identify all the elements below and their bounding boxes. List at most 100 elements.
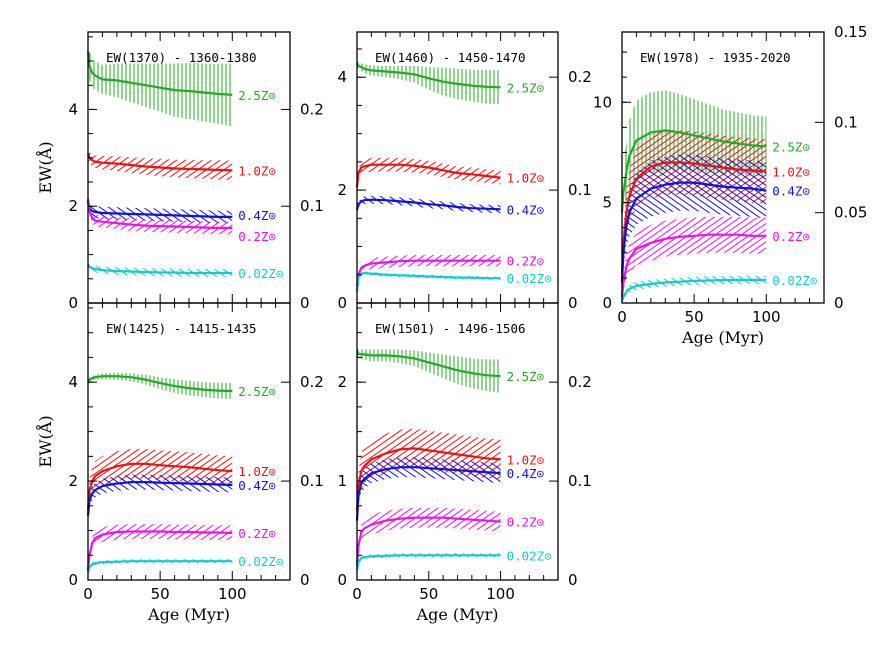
panel-ew1425: 2.5Z⊙ 1.0Z⊙0.4Z⊙ 0.2Z⊙ 0.02Z⊙ EW(1425) - 141… xyxy=(35,302,324,624)
p1460-title: EW(1460) - 1450-1470 xyxy=(375,50,526,65)
p1501-ytick-label-2: 2 xyxy=(337,373,347,391)
p1978-label-0-2z: 0.2Z⊙ xyxy=(772,229,810,244)
p1370-ytick-label-1: 2 xyxy=(68,197,78,215)
p1425-xtick-label-1: 50 xyxy=(151,585,170,603)
p1978-rtick-label-1: 0.05 xyxy=(834,204,867,222)
p1370-rtick-label-2: 0.2 xyxy=(300,100,324,118)
p1370-band-1-0z xyxy=(88,148,233,181)
p1425-band-0-02z xyxy=(88,559,233,574)
p1501-line-2-5z xyxy=(356,351,501,378)
p1425-rtick-label-1: 0.1 xyxy=(300,472,324,490)
p1460-rtick-label-2: 0.2 xyxy=(568,68,592,86)
p1460-line-1-0z xyxy=(355,163,501,188)
p1460-rtick-label-1: 0.1 xyxy=(568,181,592,199)
p1460-label-0-4z: 0.4Z⊙ xyxy=(507,202,545,217)
p1425-line-0-4z xyxy=(86,481,233,516)
p1425-line-0-2z xyxy=(86,530,233,571)
p1370-rtick-label-0: 0 xyxy=(300,294,310,312)
p1501-xtick-label-1: 50 xyxy=(419,585,438,603)
p1460-line-0-4z xyxy=(355,198,501,211)
p1501-ytick-label-0: 0 xyxy=(337,571,347,589)
p1501-xtick-label-2: 100 xyxy=(486,585,515,603)
p1425-label-0-02z: 0.02Z⊙ xyxy=(238,554,283,569)
p1425-line-1-0z xyxy=(86,462,233,511)
p1501-label-0-4z: 0.4Z⊙ xyxy=(507,466,545,481)
p1370-label-2-5z: 2.5Z⊙ xyxy=(238,88,276,103)
p1978-line-0-4z xyxy=(620,181,767,283)
p1978-line-1-0z xyxy=(620,161,767,273)
p1425-ytick-label-2: 4 xyxy=(68,373,78,391)
p1370-label-0-02z: 0.02Z⊙ xyxy=(238,266,283,281)
p1425-line-0-02z xyxy=(86,560,233,573)
p1370-line-1-0z xyxy=(86,152,233,172)
p1501-rtick-label-2: 0.2 xyxy=(568,373,592,391)
p1425-xtick-label-2: 100 xyxy=(218,585,247,603)
p1425-ylabel: EW(Å) xyxy=(35,415,55,467)
p1501-line-0-2z xyxy=(355,516,501,566)
p1978-xtick-label-0: 0 xyxy=(617,308,627,326)
p1978-line-2-5z xyxy=(620,129,767,213)
p1978-ytick-label-0: 0 xyxy=(602,294,612,312)
p1370-line-0-2z xyxy=(86,198,233,230)
p1978-line-0-02z xyxy=(620,278,767,302)
p1501-label-0-02z: 0.02Z⊙ xyxy=(507,548,552,563)
p1425-band-0-2z xyxy=(88,524,233,573)
p1425-line-2-5z xyxy=(87,375,233,393)
p1460-line-2-5z xyxy=(356,62,501,89)
p1501-ytick-label-1: 1 xyxy=(337,472,347,490)
p1978-title: EW(1978) - 1935-2020 xyxy=(640,50,791,65)
p1425-label-2-5z: 2.5Z⊙ xyxy=(238,384,276,399)
p1501-label-0-2z: 0.2Z⊙ xyxy=(507,515,545,530)
p1370-ytick-label-2: 4 xyxy=(68,100,78,118)
p1978-label-2-5z: 2.5Z⊙ xyxy=(772,139,810,154)
p1460-line-0-2z xyxy=(355,259,501,287)
p1978-rtick-label-3: 0.15 xyxy=(834,23,867,41)
panel-ew1370: 2.5Z⊙ 1.0Z⊙ 0.4Z⊙ 0.2Z⊙ 0.02Z⊙ EW(1370) - 136… xyxy=(35,31,324,312)
p1425-rtick-label-2: 0.2 xyxy=(300,373,324,391)
p1978-xlabel: Age (Myr) xyxy=(681,328,764,347)
p1978-label-1-0z: 1.0Z⊙ xyxy=(772,165,810,180)
p1978-rtick-label-2: 0.1 xyxy=(834,113,858,131)
p1501-line-0-4z xyxy=(355,466,501,521)
p1978-ytick-label-2: 10 xyxy=(593,93,612,111)
p1501-band-2-5z xyxy=(357,349,501,393)
p1501-xtick-label-0: 0 xyxy=(352,585,362,603)
p1370-label-0-4z: 0.4Z⊙ xyxy=(238,208,276,223)
p1501-band-0-2z xyxy=(357,507,501,569)
p1460-label-1-0z: 1.0Z⊙ xyxy=(507,171,545,186)
p1370-title: EW(1370) - 1360-1380 xyxy=(106,50,257,65)
p1370-line-2-5z xyxy=(86,51,233,96)
p1370-ytick-label-0: 0 xyxy=(68,294,78,312)
p1978-xtick-label-1: 50 xyxy=(685,308,704,326)
p1460-band-2-5z xyxy=(357,60,501,105)
panel-ew1501: 2.5Z⊙ 1.0Z⊙0.4Z⊙ 0.2Z⊙ 0.02Z⊙ EW(1501) - 149… xyxy=(337,302,592,624)
p1425-label-0-4z: 0.4Z⊙ xyxy=(238,478,276,493)
p1370-line-0-02z xyxy=(87,263,233,275)
p1370-line-0-4z xyxy=(86,201,233,218)
p1978-line-0-2z xyxy=(620,233,767,298)
p1978-label-0-4z: 0.4Z⊙ xyxy=(772,184,810,199)
p1370-label-1-0z: 1.0Z⊙ xyxy=(238,163,276,178)
p1425-ytick-label-1: 2 xyxy=(68,472,78,490)
p1460-ytick-label-1: 2 xyxy=(337,181,347,199)
p1501-line-0-02z xyxy=(355,554,501,571)
panel-ew1460: 2.5Z⊙ 1.0Z⊙ 0.4Z⊙ 0.2Z⊙ 0.02Z⊙ EW(1460) - 145… xyxy=(337,31,592,312)
p1501-line-1-0z xyxy=(355,447,501,511)
p1501-title: EW(1501) - 1496-1506 xyxy=(375,321,526,336)
p1370-label-0-2z: 0.2Z⊙ xyxy=(238,229,276,244)
p1460-line-0-02z xyxy=(355,271,501,292)
p1425-xlabel: Age (Myr) xyxy=(147,605,230,624)
p1978-band-0-4z xyxy=(622,154,767,291)
p1501-xlabel: Age (Myr) xyxy=(416,605,499,624)
p1978-ytick-label-1: 5 xyxy=(602,194,612,212)
p1425-rtick-label-0: 0 xyxy=(300,571,310,589)
p1501-label-2-5z: 2.5Z⊙ xyxy=(507,369,545,384)
p1501-rtick-label-0: 0 xyxy=(568,571,578,589)
p1370-ylabel: EW(Å) xyxy=(35,141,55,193)
p1425-label-1-0z: 1.0Z⊙ xyxy=(238,464,276,479)
p1501-label-1-0z: 1.0Z⊙ xyxy=(507,452,545,467)
p1460-label-2-5z: 2.5Z⊙ xyxy=(507,80,545,95)
p1978-xtick-label-2: 100 xyxy=(752,308,781,326)
p1501-rtick-label-1: 0.1 xyxy=(568,472,592,490)
